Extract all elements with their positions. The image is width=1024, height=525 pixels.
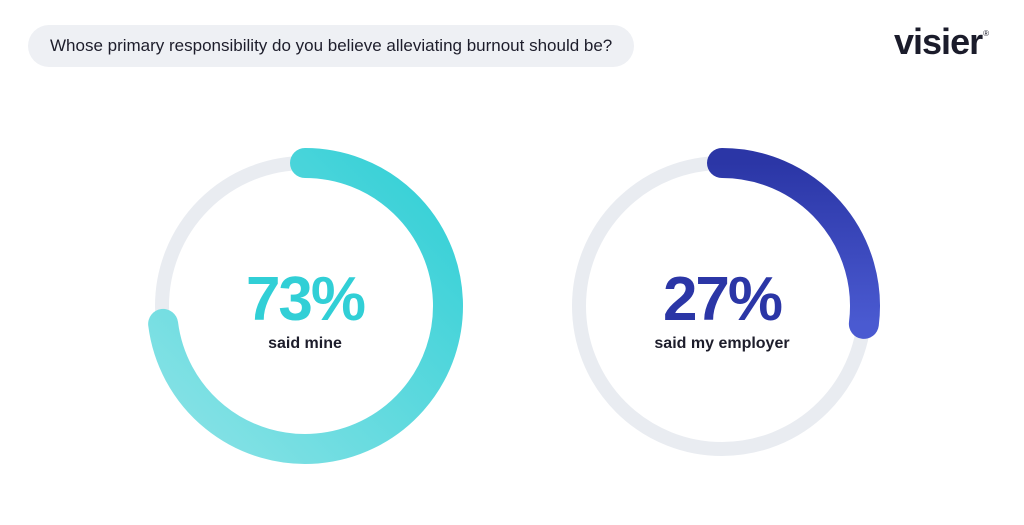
donut-employer-value: 27%	[662, 265, 783, 334]
donut-mine-caption: said mine	[268, 335, 342, 352]
question-banner: Whose primary responsibility do you beli…	[28, 25, 635, 67]
donut-employer-center: 27% said my employer	[562, 264, 882, 353]
visier-logo: visier®	[894, 21, 989, 62]
donut-employer-svg	[572, 148, 880, 456]
logo-registered-mark: ®	[983, 29, 989, 38]
donut-chart-mine: 73% said mine	[145, 146, 465, 466]
donut-mine-center: 73% said mine	[145, 264, 465, 353]
donut-employer-caption: said my employer	[654, 335, 790, 352]
donut-mine-arc	[148, 148, 463, 464]
donut-chart-employer: 27% said my employer	[562, 146, 882, 466]
donut-mine-svg	[148, 148, 463, 464]
logo-wordmark: visier	[894, 21, 983, 62]
donut-mine-value: 73%	[245, 265, 366, 334]
donut-employer-arc	[707, 148, 880, 339]
question-text: Whose primary responsibility do you beli…	[50, 36, 613, 55]
